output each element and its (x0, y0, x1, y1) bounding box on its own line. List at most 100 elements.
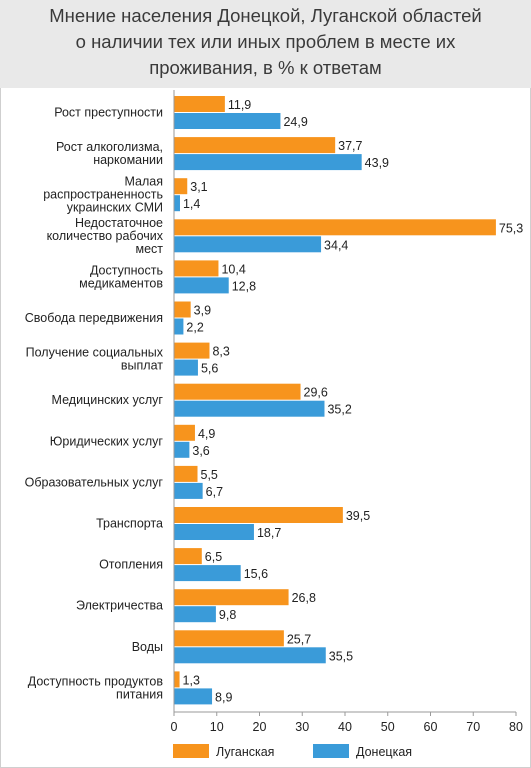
data-label: 12,8 (232, 279, 256, 293)
category-label-line: Транспорта (96, 517, 163, 531)
category-label-line: Доступность (90, 263, 163, 277)
bar-luhansk (174, 383, 301, 400)
bar-luhansk (174, 301, 191, 318)
category-label: Юридических услуг (50, 434, 164, 448)
category-label: Отопления (99, 558, 163, 572)
bar-donetsk (174, 482, 203, 499)
data-label: 4,9 (198, 427, 215, 441)
bar-luhansk (174, 96, 225, 112)
data-label: 29,6 (304, 386, 328, 400)
x-tick-label: 80 (509, 720, 523, 734)
title-band (0, 0, 531, 88)
bar-donetsk (174, 154, 362, 171)
bar-luhansk (174, 507, 343, 523)
data-label: 35,2 (327, 403, 351, 417)
data-label: 8,9 (215, 690, 232, 704)
bar-donetsk (174, 524, 254, 540)
bar-donetsk (174, 318, 184, 335)
category-label-line: выплат (121, 359, 163, 373)
data-label: 3,1 (190, 180, 207, 194)
data-label: 2,2 (186, 321, 203, 335)
x-tick-label: 60 (424, 720, 438, 734)
legend-label: Донецкая (356, 745, 412, 759)
bar-donetsk (174, 441, 190, 458)
data-label: 43,9 (365, 156, 389, 170)
data-label: 6,7 (206, 485, 223, 499)
data-label: 25,7 (287, 632, 311, 646)
data-label: 1,4 (183, 197, 200, 211)
category-label-line: питания (116, 687, 163, 701)
category-label-line: медикаментов (79, 276, 163, 290)
bar-luhansk (174, 465, 198, 482)
data-label: 6,5 (205, 550, 222, 564)
data-label: 35,5 (329, 649, 353, 663)
legend-label: Луганская (216, 745, 274, 759)
legend-swatch (313, 744, 349, 758)
category-label-line: Медицинских услуг (52, 393, 164, 407)
category-label: Рост преступности (54, 106, 163, 120)
category-label: Доступность медикаментов (79, 263, 163, 290)
data-label: 5,5 (201, 468, 218, 482)
category-label: Образовательных услуг (25, 475, 164, 489)
bar-luhansk (174, 342, 210, 359)
x-tick-label: 20 (253, 720, 267, 734)
category-label-line: Юридических услуг (50, 434, 164, 448)
data-label: 3,6 (192, 444, 209, 458)
bar-luhansk (174, 424, 195, 441)
bar-luhansk (174, 260, 219, 277)
data-label: 75,3 (499, 221, 523, 235)
category-label-line: Воды (132, 640, 163, 654)
bar-donetsk (174, 565, 241, 582)
data-label: 18,7 (257, 526, 281, 540)
category-label: Недостаточное количество рабочих мест (47, 216, 164, 256)
bar-donetsk (174, 400, 325, 417)
data-label: 1,3 (183, 673, 200, 687)
data-label: 8,3 (212, 345, 229, 359)
category-label-line: Рост алкоголизма, (56, 140, 163, 154)
data-label: 26,8 (292, 591, 316, 605)
category-label-line: Доступность продуктов (28, 674, 164, 688)
category-label: Транспорта (96, 517, 163, 531)
data-label: 37,7 (338, 139, 362, 153)
data-label: 34,4 (324, 238, 348, 252)
category-label-line: количество рабочих (47, 229, 164, 243)
x-tick-label: 40 (338, 720, 352, 734)
category-label: Медицинских услуг (52, 393, 164, 407)
category-label-line: мест (135, 242, 163, 256)
bar-luhansk (174, 137, 336, 154)
bar-luhansk (174, 671, 180, 688)
data-label: 39,5 (346, 509, 370, 523)
category-label-line: Рост преступности (54, 106, 163, 120)
category-label-line: Образовательных услуг (25, 475, 164, 489)
category-label: Свобода передвижения (25, 311, 163, 325)
bar-donetsk (174, 688, 213, 705)
bar-donetsk (174, 606, 216, 623)
bar-donetsk (174, 236, 322, 253)
data-label: 24,9 (283, 115, 307, 129)
bar-luhansk (174, 178, 188, 195)
bar-donetsk (174, 277, 229, 294)
category-label-line: Малая (124, 175, 163, 189)
bar-luhansk (174, 630, 284, 647)
category-label-line: наркомании (93, 153, 163, 167)
bar-donetsk (174, 647, 326, 664)
category-label-line: украинских СМИ (67, 201, 163, 215)
data-label: 11,9 (228, 98, 251, 112)
bar-luhansk (174, 548, 202, 565)
x-tick-label: 70 (466, 720, 480, 734)
category-label: Электричества (76, 599, 163, 613)
legend-swatch (173, 744, 209, 758)
category-label: Малая распространенность украинских СМИ (43, 175, 163, 215)
category-label-line: Свобода передвижения (25, 311, 163, 325)
x-tick-label: 0 (171, 720, 178, 734)
category-label-line: распространенность (43, 188, 163, 202)
category-label: Воды (132, 640, 163, 654)
category-label-line: Получение социальных (26, 346, 164, 360)
category-label: Доступность продуктов питания (28, 674, 164, 701)
data-label: 15,6 (244, 567, 268, 581)
data-label: 10,4 (221, 262, 245, 276)
bar-donetsk (174, 195, 180, 212)
bar-donetsk (174, 113, 281, 129)
chart-title: Мнение населения Донецкой, Луганской обл… (49, 5, 482, 78)
